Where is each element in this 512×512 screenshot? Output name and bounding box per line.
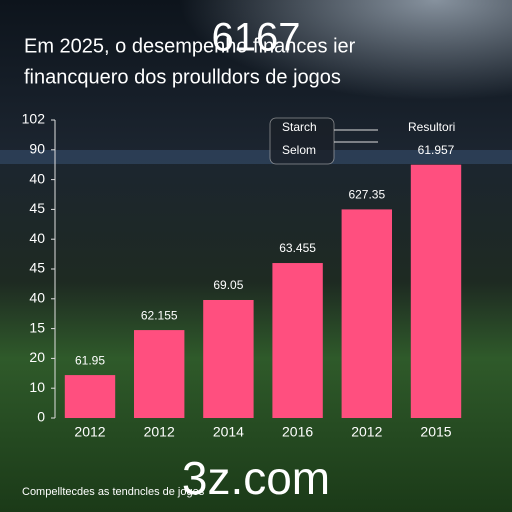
x-tick-label: 2015 — [420, 424, 451, 440]
annotation: 62.155 — [141, 308, 178, 322]
bar — [64, 375, 116, 418]
y-tick-label: 40 — [29, 230, 45, 246]
bar — [134, 330, 185, 418]
legend-entry: Starch — [282, 120, 317, 134]
bar — [203, 299, 254, 418]
legend-box — [269, 117, 335, 165]
y-tick-label: 0 — [37, 409, 45, 425]
y-tick-label: 15 — [29, 319, 45, 335]
y-tick-label: 45 — [29, 260, 45, 276]
overlay-number: 6167 — [212, 16, 301, 60]
y-tick-label: 90 — [29, 141, 45, 157]
x-tick-label: 2012 — [351, 424, 382, 440]
annotation: 69.05 — [213, 278, 243, 292]
bar — [341, 209, 392, 418]
y-tick-label: 45 — [29, 200, 45, 216]
annotation: 627.35 — [348, 188, 385, 202]
annotation: 63.455 — [279, 241, 316, 255]
x-tick-label: 2014 — [213, 424, 244, 440]
y-tick-label: 102 — [22, 111, 46, 127]
title-line: financquero dos proulldors de jogos — [24, 66, 341, 88]
x-tick-label: 2016 — [282, 424, 313, 440]
legend-entry: Resultori — [408, 120, 455, 134]
watermark: 3z.com — [182, 452, 330, 504]
x-tick-label: 2012 — [144, 424, 175, 440]
y-tick-label: 10 — [29, 379, 45, 395]
x-tick-label: 2012 — [74, 424, 105, 440]
footer: Compelltecdes as tendncles de jogos — [22, 486, 205, 498]
legend-entry: Selom — [282, 143, 316, 157]
stands-band — [0, 150, 512, 164]
y-tick-label: 20 — [29, 349, 45, 365]
bar — [410, 164, 462, 418]
annotation: 61.957 — [418, 143, 455, 157]
title-line: Em 2025, o desempenho finances ier — [24, 35, 356, 57]
y-tick-label: 40 — [29, 170, 45, 186]
bar — [272, 263, 323, 418]
annotation: 61.95 — [75, 353, 105, 367]
y-tick-label: 40 — [29, 290, 45, 306]
